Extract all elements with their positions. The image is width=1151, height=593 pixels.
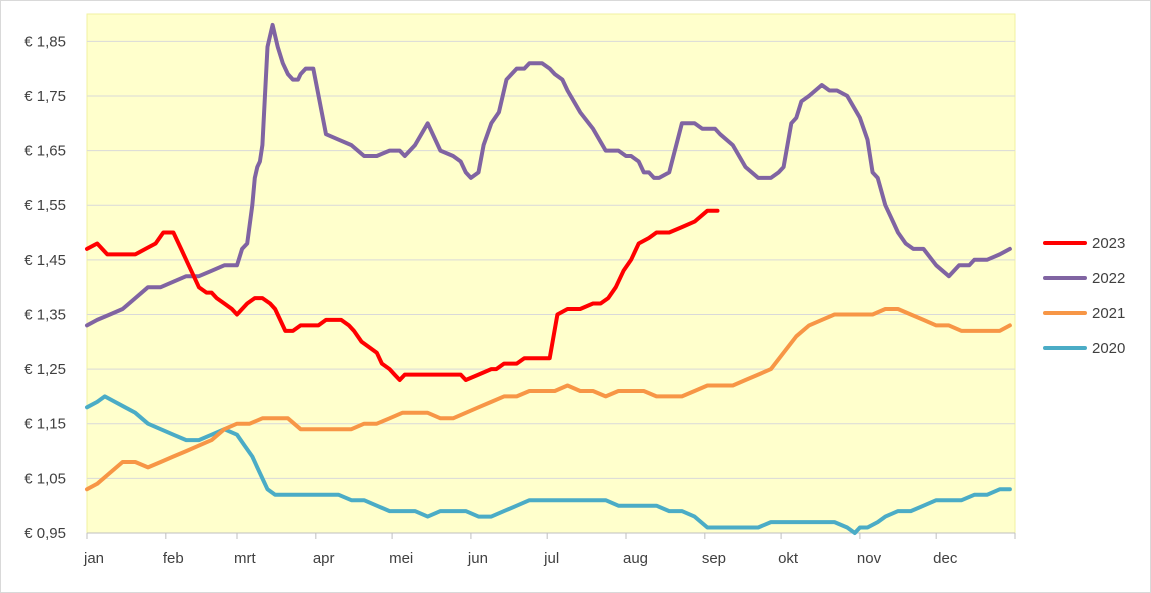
x-tick-label: jan [83, 550, 104, 567]
y-tick-label: € 1,35 [24, 306, 66, 323]
legend-label-2022: 2022 [1092, 270, 1125, 287]
y-tick-label: € 1,75 [24, 88, 66, 105]
series-line-2023 [85, 208, 720, 382]
x-tick-label: mrt [234, 550, 256, 567]
y-tick-label: € 1,55 [24, 197, 66, 214]
y-tick-label: € 1,65 [24, 143, 66, 160]
y-tick-label: € 1,25 [24, 361, 66, 378]
x-tick-label: feb [163, 550, 184, 567]
x-tick-label: okt [778, 550, 799, 567]
x-tick-label: apr [313, 550, 335, 567]
y-tick-label: € 1,15 [24, 416, 66, 433]
x-axis: jan feb mrt apr mei jun jul aug sep okt nov dec [83, 532, 1016, 567]
legend-label-2020: 2020 [1092, 340, 1125, 357]
x-tick-label: jun [467, 550, 488, 567]
legend-label-2021: 2021 [1092, 305, 1125, 322]
x-tick-label: dec [933, 550, 958, 567]
x-tick-label: nov [857, 550, 882, 567]
legend-label-2023: 2023 [1092, 235, 1125, 252]
y-axis-tick-labels: € 0,95 € 1,05 € 1,15 € 1,25 € 1,35 € 1,45 € 1,… [24, 33, 66, 542]
series-lines [85, 22, 1012, 535]
plot-area [86, 13, 1016, 534]
x-tick-label: sep [702, 550, 726, 567]
y-tick-label: € 1,45 [24, 252, 66, 269]
series-line-2021 [85, 307, 1012, 492]
series-line-2020 [85, 394, 1012, 535]
x-tick-label: aug [623, 550, 648, 567]
y-tick-label: € 1,05 [24, 470, 66, 487]
y-tick-label: € 1,85 [24, 33, 66, 50]
y-tick-label: € 0,95 [24, 525, 66, 542]
x-tick-label: mei [389, 550, 413, 567]
x-tick-label: jul [543, 550, 559, 567]
legend: 2023 2022 2021 2020 [1043, 235, 1125, 357]
series-line-2022 [85, 22, 1012, 328]
